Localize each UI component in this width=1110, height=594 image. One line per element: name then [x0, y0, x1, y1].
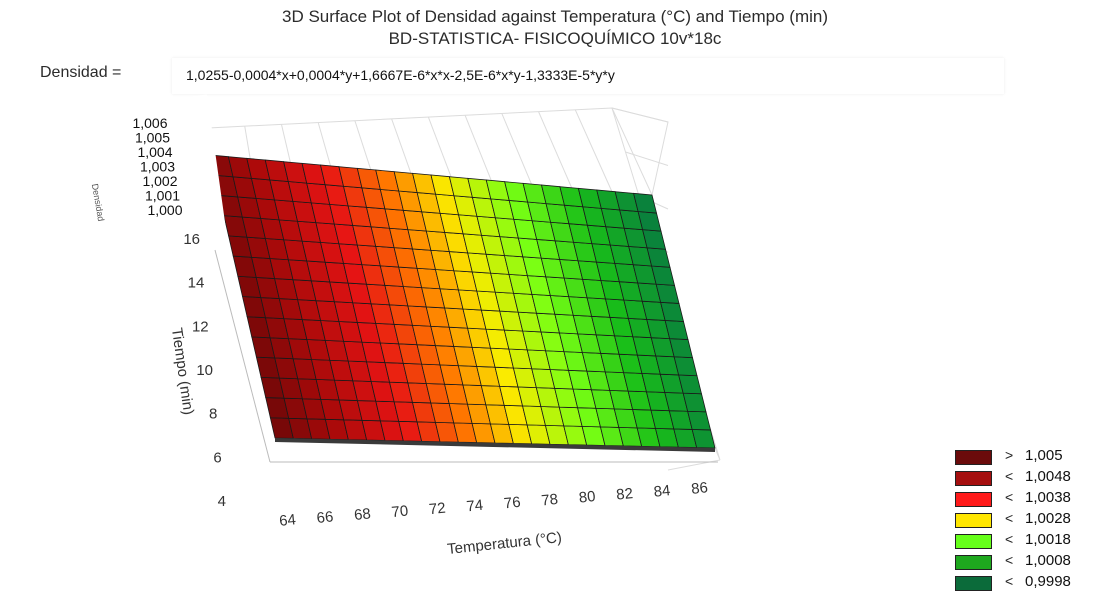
y-tick-label: 16	[183, 231, 200, 248]
legend-value: 1,0048	[1025, 468, 1071, 485]
y-tick-label: 6	[213, 449, 221, 466]
x-tick-label: 82	[615, 485, 633, 504]
surface-mesh	[209, 154, 716, 452]
legend-value: 1,0038	[1025, 489, 1071, 506]
legend-value: 1,005	[1025, 447, 1063, 464]
x-tick-label: 64	[278, 511, 296, 530]
legend-value: 1,0008	[1025, 552, 1071, 569]
z-tick-label: 1,005	[135, 130, 170, 146]
legend-operator: <	[1005, 552, 1014, 568]
x-tick-label: 74	[466, 497, 484, 516]
legend-value: 0,9998	[1025, 573, 1071, 590]
legend-swatch	[955, 576, 992, 591]
y-tick-label: 10	[196, 362, 213, 379]
legend-operator: >	[1005, 447, 1014, 463]
equation-lhs: Densidad =	[40, 64, 122, 81]
equation-text: 1,0255-0,0004*x+0,0004*y+1,6667E-6*x*x-2…	[186, 67, 615, 83]
y-tick-label: 8	[209, 406, 217, 423]
legend-item: <1,0028	[955, 509, 1110, 531]
legend-item: <1,0018	[955, 530, 1110, 552]
x-tick-label: 76	[503, 494, 521, 513]
legend-swatch	[955, 555, 992, 570]
x-axis-ticks: 64 66 68 70 72 74 76 78 80 82 84 86	[278, 479, 708, 530]
y-axis-ticks: 4 6 8 10 12 14 16	[183, 231, 226, 510]
equation-row: Densidad = 1,0255-0,0004*x+0,0004*y+1,66…	[0, 58, 1110, 94]
legend-swatch	[955, 450, 992, 465]
y-tick-label: 12	[192, 318, 209, 335]
legend: >1,005 <1,0048 <1,0038 <1,0028 <1,0018 <1,000…	[955, 440, 1110, 591]
x-tick-label: 72	[428, 500, 446, 519]
equation-box: 1,0255-0,0004*x+0,0004*y+1,6667E-6*x*x-2…	[172, 58, 1004, 94]
legend-swatch	[955, 513, 992, 528]
chart-title: 3D Surface Plot of Densidad against Temp…	[281, 7, 829, 26]
y-tick-label: 14	[188, 275, 205, 292]
legend-swatch	[955, 492, 992, 507]
surface-cell	[633, 192, 658, 214]
legend-swatch	[955, 471, 992, 486]
legend-operator: <	[1005, 489, 1014, 505]
x-tick-label: 68	[353, 505, 371, 524]
legend-operator: <	[1005, 573, 1014, 589]
chart-subtitle: BD-STATISTICA- FISICOQUÍMICO 10v*18c	[388, 29, 722, 48]
legend-operator: <	[1005, 531, 1014, 547]
z-tick-label: 1,006	[132, 115, 167, 131]
legend-swatch	[955, 534, 992, 549]
z-tick-label: 1,003	[140, 159, 175, 175]
legend-item: <1,0038	[955, 488, 1110, 510]
legend-item: >1,005	[955, 446, 1110, 468]
legend-operator: <	[1005, 468, 1014, 484]
z-tick-label: 1,002	[142, 173, 177, 189]
legend-item: <1,0008	[955, 551, 1110, 573]
z-tick-label: 1,000	[147, 202, 182, 218]
x-tick-label: 80	[578, 488, 596, 507]
y-tick-label: 4	[218, 493, 226, 510]
x-tick-label: 86	[690, 479, 708, 498]
legend-item: <1,0048	[955, 467, 1110, 489]
chart-title-block: 3D Surface Plot of Densidad against Temp…	[0, 6, 1110, 50]
legend-value: 1,0028	[1025, 510, 1071, 527]
x-tick-label: 84	[653, 482, 671, 501]
legend-value: 1,0018	[1025, 531, 1071, 548]
surface-front-edge	[275, 438, 715, 452]
x-tick-label: 78	[541, 491, 559, 510]
z-tick-label: 1,004	[137, 144, 172, 160]
legend-background	[1018, 438, 1110, 590]
x-tick-label: 66	[316, 508, 334, 527]
legend-item: <0,9998	[955, 572, 1110, 594]
z-tick-label: 1,001	[145, 188, 180, 204]
legend-operator: <	[1005, 510, 1014, 526]
x-tick-label: 70	[391, 502, 409, 521]
z-axis-label: Densidad	[90, 183, 106, 222]
